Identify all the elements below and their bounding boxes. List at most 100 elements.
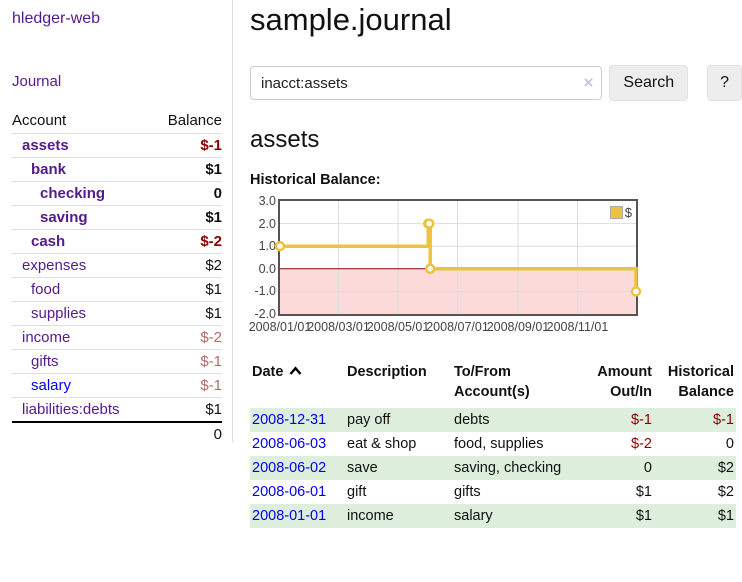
- search-button[interactable]: Search: [609, 65, 689, 101]
- transaction-accounts: food, supplies: [454, 436, 544, 452]
- x-tick-label: 2008/05/01: [366, 320, 430, 334]
- register-row: 2008-06-02 save saving, checking 0 $2: [250, 456, 736, 480]
- transaction-balance: $2: [717, 484, 734, 500]
- register-row: 2008-01-01 income salary $1 $1: [250, 504, 736, 528]
- x-tick-label: 2008/09/01: [486, 320, 550, 334]
- account-link-gifts[interactable]: gifts: [31, 353, 59, 370]
- transaction-accounts: gifts: [454, 484, 481, 500]
- transaction-balance: $1: [717, 508, 734, 524]
- chart-y-axis: 3.0 2.0 1.0 0.0 -1.0 -2.0: [250, 194, 276, 321]
- transaction-amount: 0: [643, 460, 652, 476]
- legend-swatch: [609, 206, 623, 219]
- transaction-amount: $-1: [631, 412, 652, 428]
- transaction-accounts: saving, checking: [454, 460, 562, 476]
- account-link-cash[interactable]: cash: [31, 233, 66, 250]
- register-row: 2008-06-01 gift gifts $1 $2: [250, 480, 736, 504]
- register-header-balance: Historical Balance: [667, 364, 734, 400]
- legend-series-label: $: [624, 205, 632, 220]
- account-link-income[interactable]: income: [22, 329, 71, 346]
- chart-label: Historical Balance:: [250, 172, 381, 188]
- account-link-liabilities-debts[interactable]: liabilities:debts: [22, 401, 120, 418]
- search-box: ×: [250, 66, 603, 100]
- account-link-salary[interactable]: salary: [31, 377, 72, 394]
- data-point-marker: [274, 240, 286, 252]
- data-point-marker: [423, 218, 435, 229]
- account-link-assets[interactable]: assets: [22, 137, 69, 154]
- account-row: saving $1: [12, 205, 222, 230]
- transaction-balance: $-1: [713, 412, 734, 428]
- register-header-description: Description: [347, 364, 427, 380]
- account-balance: $-1: [151, 349, 222, 374]
- help-button[interactable]: ?: [707, 65, 742, 101]
- transaction-accounts: debts: [454, 412, 490, 428]
- account-balance: $-2: [151, 229, 222, 254]
- transaction-description: income: [347, 508, 394, 524]
- search-form: × Search ?: [250, 65, 742, 101]
- account-row: liabilities:debts $1: [12, 397, 222, 422]
- y-tick-label: -1.0: [254, 284, 276, 299]
- account-balance: $1: [151, 157, 222, 182]
- accounts-header-balance: Balance: [167, 112, 222, 129]
- account-balance: $1: [151, 397, 222, 422]
- transaction-description: eat & shop: [347, 436, 417, 452]
- y-tick-label: 2.0: [258, 216, 276, 231]
- data-point-marker: [630, 286, 642, 297]
- x-tick-label: 2008/03/01: [307, 320, 370, 334]
- transaction-amount: $1: [635, 508, 652, 524]
- account-row: supplies $1: [12, 301, 222, 326]
- search-input[interactable]: [250, 66, 603, 100]
- account-balance: $1: [151, 277, 222, 302]
- account-link-checking[interactable]: checking: [40, 185, 106, 202]
- account-row: bank $1: [12, 157, 222, 182]
- historical-balance-chart: 3.0 2.0 1.0 0.0 -1.0 -2.0 $ 2008/01/01 2008/03…: [248, 194, 642, 339]
- account-balance: $1: [151, 301, 222, 326]
- transaction-accounts: salary: [454, 508, 493, 524]
- chart-x-axis: 2008/01/01 2008/03/01 2008/05/01 2008/07/01…: [248, 320, 640, 337]
- transaction-description: gift: [347, 484, 367, 500]
- app-title-link[interactable]: hledger-web: [12, 10, 101, 27]
- account-row: cash $-2: [12, 229, 222, 254]
- accounts-total-value: 0: [151, 421, 222, 446]
- y-tick-label: 1.0: [258, 239, 276, 254]
- y-tick-label: 3.0: [258, 194, 276, 208]
- page-title: sample.journal: [250, 2, 452, 37]
- account-row: assets $-1: [12, 133, 222, 158]
- sort-ascending-icon: [289, 362, 302, 382]
- transaction-balance: $2: [717, 460, 734, 476]
- account-balance: $-2: [151, 325, 222, 350]
- transaction-date-link[interactable]: 2008-12-31: [252, 412, 327, 428]
- register-table: Date Description To/From Account(s) Amou…: [250, 360, 736, 528]
- transaction-date-link[interactable]: 2008-06-01: [252, 484, 327, 500]
- sidebar: hledger-web Journal Account Balance asse…: [0, 0, 233, 446]
- account-balance: $-1: [151, 373, 222, 398]
- account-balance: $2: [151, 253, 222, 278]
- account-link-bank[interactable]: bank: [31, 161, 67, 178]
- y-tick-label: -2.0: [254, 307, 276, 321]
- register-row: 2008-12-31 pay off debts $-1 $-1: [250, 408, 736, 432]
- chart-legend: $: [608, 204, 633, 221]
- main-content: sample.journal × Search ? assets Histori…: [248, 0, 742, 528]
- account-link-supplies[interactable]: supplies: [31, 305, 87, 322]
- transaction-amount: $1: [635, 484, 652, 500]
- account-row: gifts $-1: [12, 349, 222, 374]
- account-balance: 0: [151, 181, 222, 206]
- account-link-expenses[interactable]: expenses: [22, 257, 87, 274]
- chart-plot-area[interactable]: $: [274, 199, 642, 316]
- account-row: income $-2: [12, 325, 222, 350]
- clear-search-icon[interactable]: ×: [583, 73, 594, 92]
- account-row: salary $-1: [12, 373, 222, 398]
- transaction-date-link[interactable]: 2008-06-02: [252, 460, 327, 476]
- register-header-amount: Amount Out/In: [597, 364, 652, 400]
- transaction-date-link[interactable]: 2008-06-03: [252, 436, 327, 452]
- register-header-date[interactable]: Date: [250, 360, 345, 408]
- account-link-food[interactable]: food: [31, 281, 61, 298]
- accounts-header-account: Account: [12, 112, 67, 129]
- x-tick-label: 2008/01/01: [248, 320, 312, 334]
- account-link-saving[interactable]: saving: [40, 209, 88, 226]
- account-row: checking 0: [12, 181, 222, 206]
- account-balance: $1: [151, 205, 222, 230]
- x-tick-label: 2008/07/01: [426, 320, 489, 334]
- journal-link[interactable]: Journal: [12, 73, 62, 90]
- transaction-date-link[interactable]: 2008-01-01: [252, 508, 327, 524]
- y-tick-label: 0.0: [258, 261, 276, 276]
